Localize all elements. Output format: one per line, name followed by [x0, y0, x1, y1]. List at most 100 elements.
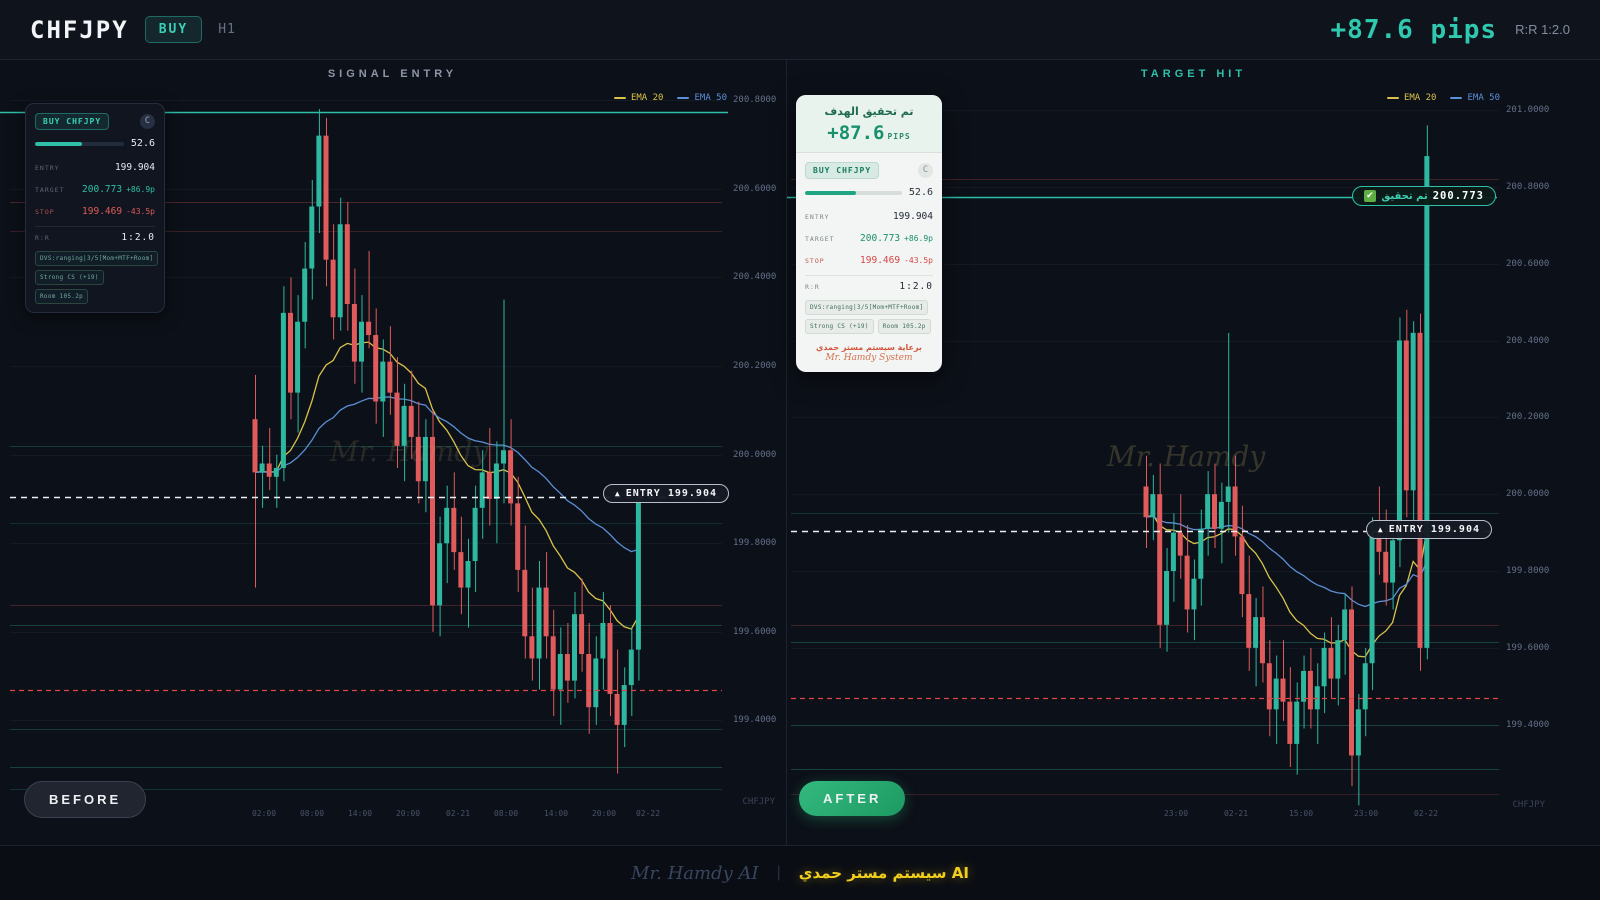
y-axis-label: 200.6000 [1506, 258, 1550, 269]
tag-room: Room 105.2p [35, 289, 89, 304]
y-axis-label: 199.6000 [733, 626, 777, 637]
y-axis-label: 200.8000 [1506, 181, 1550, 192]
card-side-badge: BUY CHFJPY [805, 162, 880, 179]
y-axis-label: 200.0000 [1506, 489, 1550, 500]
close-icon[interactable]: C [918, 163, 933, 178]
target-delta: +86.9p [904, 234, 933, 243]
sponsor-block: برعاية سيستم مستر حمدي Mr. Hamdy System [805, 343, 933, 363]
x-axis-label: 15:00 [1288, 809, 1314, 818]
y-axis-label: 200.4000 [1506, 335, 1550, 346]
entry-price-flag: ▲ ENTRY 199.904 [602, 484, 729, 503]
y-axis-label: 199.4000 [733, 715, 777, 726]
x-axis-label: 20:00 [591, 809, 617, 818]
target-flag-arabic: تم تحقيق [1381, 190, 1428, 202]
x-axis-label: 23:00 [1163, 809, 1189, 818]
x-axis-label: 08:00 [493, 809, 519, 818]
score-progress [35, 141, 124, 146]
ema-legend: EMA 20 EMA 50 [613, 93, 727, 103]
x-axis-label: 20:00 [395, 809, 421, 818]
tag-dvs: DVS:ranging|3/5[Mom+MTF+Room] [805, 300, 929, 315]
entry-label: ENTRY [35, 164, 60, 172]
panel-title: SIGNAL ENTRY [327, 68, 458, 80]
y-axis-label: 199.4000 [1506, 719, 1550, 730]
tag-cs: Strong CS (+19) [805, 319, 874, 334]
tag-dvs: DVS:ranging|3/5[Mom+MTF+Room] [35, 251, 159, 266]
close-icon[interactable]: C [140, 114, 155, 129]
target-delta: +86.9p [126, 185, 155, 194]
score-value: 52.6 [130, 138, 155, 149]
before-button[interactable]: BEFORE [24, 781, 147, 818]
after-button[interactable]: AFTER [799, 781, 906, 816]
ema50-swatch [677, 97, 690, 99]
ema50-swatch [1450, 97, 1463, 99]
tag-room: Room 105.2p [877, 319, 931, 334]
stop-value: 199.469 [860, 255, 901, 266]
footer-bar: Mr. Hamdy AI | سيستم مستر حمدي AI [0, 845, 1600, 900]
target-hit-flag: ✔ تم تحقيق 200.773 [1352, 186, 1496, 206]
stop-value: 199.469 [82, 206, 123, 217]
watermark-symbol: CHFJPY [1512, 800, 1545, 810]
footer-brand-arabic: سيستم مستر حمدي AI [798, 864, 969, 882]
target-flag-price: 200.773 [1432, 190, 1484, 202]
ema20-swatch [1386, 97, 1399, 99]
stop-label: STOP [805, 257, 825, 265]
signal-card: BUY CHFJPY C 52.6 ENTRY 199.904 TARGET 200… [25, 103, 165, 313]
y-axis-label: 200.0000 [733, 449, 777, 460]
header-bar: CHFJPY BUY H1 +87.6 pips R:R 1:2.0 [0, 0, 1600, 60]
y-axis-label: 201.0000 [1506, 104, 1550, 115]
result-header: تم تحقيق الهدف +87.6 PIPS [796, 95, 942, 153]
entry-flag-label: ENTRY 199.904 [1388, 524, 1480, 535]
triangle-up-icon: ▲ [1377, 525, 1384, 534]
x-axis-label: 14:00 [347, 809, 373, 818]
entry-value: 199.904 [114, 162, 155, 173]
x-axis-label: 14:00 [543, 809, 569, 818]
y-axis-label: 200.4000 [733, 272, 777, 283]
x-axis-label: 02-22 [1413, 809, 1439, 818]
footer-brand-script: Mr. Hamdy AI [631, 862, 759, 884]
score-progress [805, 190, 902, 195]
stop-label: STOP [35, 208, 55, 216]
ema20-label: EMA 20 [1403, 93, 1437, 103]
ema-legend: EMA 20 EMA 50 [1386, 93, 1500, 103]
x-axis-label: 02-22 [635, 809, 661, 818]
result-pips: +87.6 pips [1330, 14, 1498, 45]
x-axis: 23:00 02-21 15:00 23:00 02-22 [787, 809, 1600, 823]
x-axis-label: 08:00 [299, 809, 325, 818]
y-axis-label: 199.8000 [1506, 566, 1550, 577]
check-icon: ✔ [1364, 190, 1377, 202]
entry-label: ENTRY [805, 213, 830, 221]
timeframe-label: H1 [218, 22, 236, 37]
result-pips-value: +87.6 [827, 122, 885, 144]
sponsor-line-arabic: برعاية سيستم مستر حمدي [816, 343, 922, 352]
side-badge: BUY [144, 16, 203, 43]
x-axis-label: 02-21 [445, 809, 471, 818]
entry-value: 199.904 [892, 211, 933, 222]
x-axis-label: 23:00 [1353, 809, 1379, 818]
entry-price-flag: ▲ ENTRY 199.904 [1365, 520, 1492, 539]
y-axis-label: 199.8000 [733, 538, 777, 549]
x-axis: 02:00 08:00 14:00 20:00 02-21 08:00 14:00 20:00… [0, 809, 785, 823]
footer-separator: | [776, 864, 781, 881]
x-axis-label: 02:00 [251, 809, 277, 818]
target-label: TARGET [35, 186, 65, 194]
target-label: TARGET [805, 235, 835, 243]
panel-signal-entry: SIGNAL ENTRY EMA 20 EMA 50 200.8000 200.6… [0, 60, 785, 845]
panel-target-hit: TARGET HIT EMA 20 EMA 50 201.0000 200.800… [786, 60, 1600, 845]
ema50-label: EMA 50 [694, 93, 727, 103]
target-value: 200.773 [82, 184, 123, 195]
result-card: تم تحقيق الهدف +87.6 PIPS BUY CHFJPY C 52… [796, 95, 942, 372]
tag-cs: Strong CS (+19) [35, 270, 104, 285]
y-axis-label: 200.6000 [733, 183, 777, 194]
y-axis-label: 199.6000 [1506, 642, 1550, 653]
rr-label: R:R [805, 283, 820, 291]
target-value: 200.773 [860, 233, 901, 244]
rr-value: 1:2.0 [899, 281, 933, 292]
result-pips-unit: PIPS [887, 132, 911, 141]
triangle-up-icon: ▲ [614, 489, 621, 498]
stop-delta: -43.5p [904, 256, 933, 265]
y-axis-label: 200.8000 [733, 95, 777, 106]
ema20-swatch [613, 97, 626, 99]
y-axis-label: 200.2000 [733, 361, 777, 372]
risk-reward-label: R:R 1:2.0 [1515, 22, 1570, 37]
